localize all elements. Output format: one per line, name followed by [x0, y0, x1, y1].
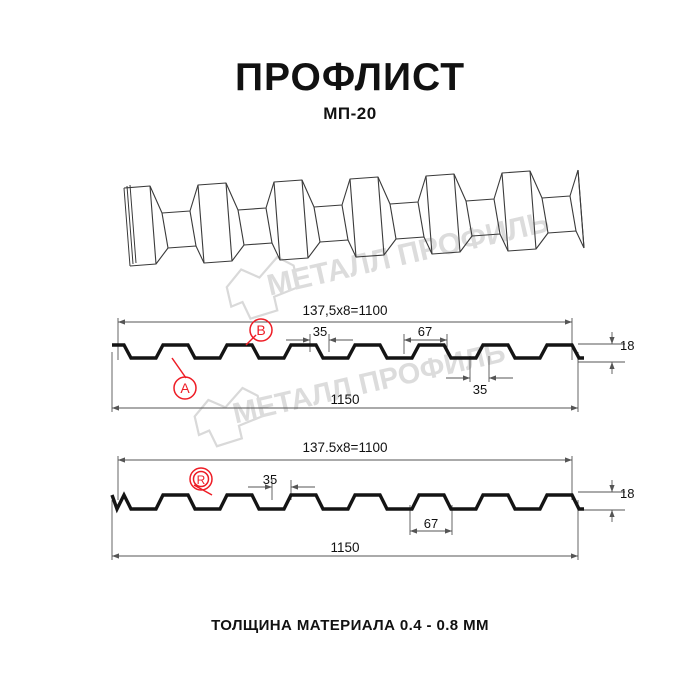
dim-flat-lower-a: 35 — [473, 382, 487, 397]
callout-label-r: R — [197, 473, 206, 487]
page-subtitle: МП-20 — [323, 104, 377, 123]
dim-height-r: 18 — [620, 486, 634, 501]
dim-height-a: 18 — [620, 338, 634, 353]
watermark-logo-icon — [225, 255, 300, 320]
page-title: ПРОФЛИСТ — [234, 56, 466, 99]
watermark-logo-icon-2 — [193, 386, 264, 448]
profile-a-polyline — [112, 343, 584, 360]
dim-rib-a: 67 — [418, 324, 432, 339]
dim-rib-r: 67 — [424, 516, 438, 531]
material-thickness-note: ТОЛЩИНА МАТЕРИАЛА 0.4 - 0.8 ММ — [211, 617, 489, 634]
dim-pitch-a: 137,5x8=1100 — [303, 303, 388, 318]
callout-label-b: B — [256, 322, 265, 338]
dim-flat-r: 35 — [263, 472, 277, 487]
callout-label-a: A — [180, 380, 190, 396]
profile-r-polyline — [110, 491, 584, 514]
dim-flat-a: 35 — [313, 324, 327, 339]
dim-overall-a: 1150 — [330, 392, 359, 407]
dim-pitch-r: 137.5x8=1100 — [303, 440, 388, 455]
dim-overall-r: 1150 — [330, 540, 359, 555]
